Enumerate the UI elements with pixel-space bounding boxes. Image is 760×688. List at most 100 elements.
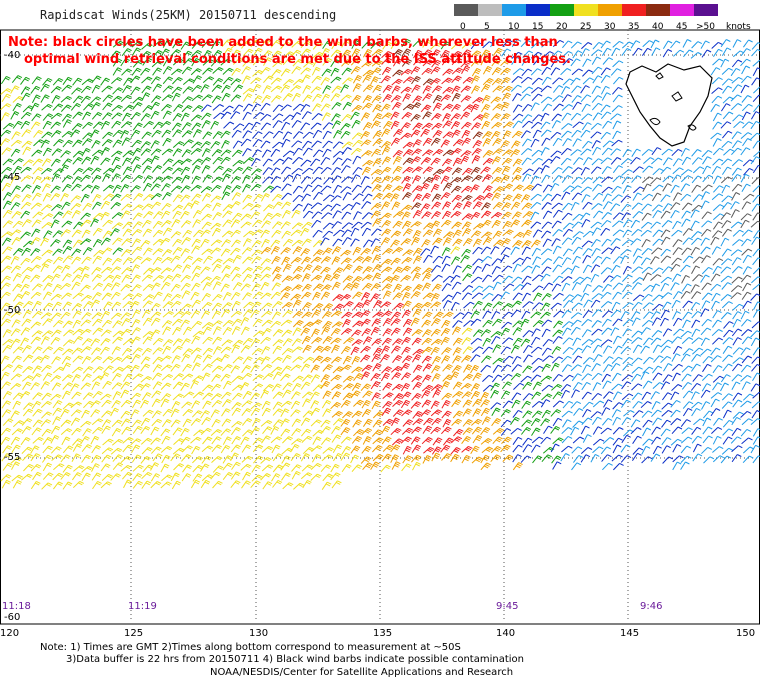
wind-barb-feather (688, 237, 693, 241)
wind-barb (362, 239, 370, 248)
wind-barb-feather (747, 248, 753, 252)
wind-barb-feather (557, 137, 563, 141)
wind-barb-feather (718, 87, 723, 91)
wind-barb-feather (37, 255, 42, 259)
wind-barb (161, 210, 167, 220)
wind-barb-feather (375, 107, 380, 111)
wind-barb-feather (217, 68, 223, 72)
wind-barb (262, 131, 270, 139)
wind-barb (341, 176, 349, 183)
wind-barb (102, 112, 109, 121)
wind-barb (610, 148, 618, 156)
wind-barb (510, 140, 517, 149)
wind-barb-feather (725, 184, 731, 188)
wind-barb (550, 193, 558, 202)
wind-barb-feather (514, 203, 520, 207)
wind-barb-feather (548, 158, 553, 162)
wind-barb (530, 221, 538, 229)
wind-barb-feather (188, 96, 193, 100)
wind-barb-feather (208, 255, 213, 259)
wind-barb (320, 103, 327, 112)
wind-barb-feather (445, 221, 451, 225)
wind-barb-feather (127, 84, 132, 88)
wind-barb-feather (37, 175, 42, 179)
wind-barb-feather (216, 195, 222, 199)
wind-barb-feather (426, 112, 431, 116)
wind-barb-feather (547, 210, 553, 214)
wind-barb (291, 120, 298, 128)
wind-barb (630, 238, 638, 246)
wind-barb-feather (176, 178, 182, 181)
wind-barb (351, 132, 359, 140)
wind-barb-feather (34, 230, 40, 234)
wind-barb-feather (367, 221, 372, 225)
wind-barb-feather (298, 59, 304, 62)
wind-barb-feather (425, 240, 430, 244)
wind-barb-feather (587, 122, 592, 126)
wind-barb-feather (439, 168, 445, 172)
wind-barb-feather (518, 130, 523, 134)
wind-barb-feather (576, 236, 582, 240)
wind-barb (730, 221, 739, 229)
wind-barb-feather (528, 211, 534, 214)
wind-barb-feather (127, 228, 133, 232)
wind-barb-feather (618, 76, 624, 80)
wind-barb (20, 175, 29, 182)
wind-barb-feather (619, 229, 625, 233)
wind-barb-feather (526, 93, 531, 97)
wind-barb (212, 78, 220, 86)
legend-unit: knots (726, 22, 751, 32)
wind-barb-feather (137, 205, 143, 209)
wind-barb-feather (385, 68, 391, 72)
wind-barb (222, 219, 229, 228)
wind-barb-feather (137, 139, 142, 143)
wind-barb (572, 246, 579, 255)
wind-barb-feather (8, 231, 13, 235)
wind-barb (22, 146, 28, 156)
wind-barb-feather (117, 248, 122, 252)
wind-barb-feather (513, 222, 518, 226)
wind-barb (132, 164, 138, 173)
wind-barb-feather (266, 86, 271, 90)
wind-barb-feather (747, 95, 752, 98)
wind-barb-feather (327, 212, 333, 216)
wind-barb-feather (156, 95, 162, 99)
wind-barb-feather (46, 260, 52, 264)
wind-barb-feather (345, 95, 351, 99)
wind-barb-feather (25, 120, 31, 124)
wind-barb-feather (289, 114, 295, 118)
wind-barb-feather (486, 166, 491, 170)
wind-barb-feather (735, 209, 740, 213)
wind-barb-feather (197, 148, 202, 151)
wind-barb-feather (118, 237, 123, 241)
wind-barb-feather (337, 221, 342, 225)
wind-barb (250, 183, 258, 192)
wind-barb-feather (444, 42, 450, 46)
wind-barb (672, 167, 680, 175)
wind-barb-feather (394, 97, 399, 101)
wind-barb-feather (117, 67, 122, 71)
wind-barb-feather (136, 111, 141, 115)
wind-barb (471, 122, 478, 131)
wind-barb (10, 139, 19, 147)
wind-barb-feather (138, 221, 143, 225)
wind-barb (531, 41, 539, 49)
wind-barb (252, 69, 260, 77)
wind-barb (130, 156, 137, 165)
wind-barb (111, 257, 119, 266)
wind-barb-feather (527, 138, 532, 142)
wind-barb-feather (285, 248, 290, 252)
wind-barb (593, 210, 600, 219)
wind-barb (580, 186, 589, 194)
wind-barb (300, 104, 307, 112)
wind-barb-feather (495, 97, 500, 101)
wind-barb-feather (434, 50, 440, 54)
wind-barb (753, 104, 760, 113)
wind-barb-feather (446, 94, 452, 98)
wind-barb-feather (106, 232, 112, 236)
wind-barb (212, 104, 221, 111)
wind-barb-feather (758, 194, 760, 197)
wind-barb-feather (5, 174, 10, 178)
wind-barb-feather (257, 77, 262, 81)
wind-barb (221, 239, 228, 248)
